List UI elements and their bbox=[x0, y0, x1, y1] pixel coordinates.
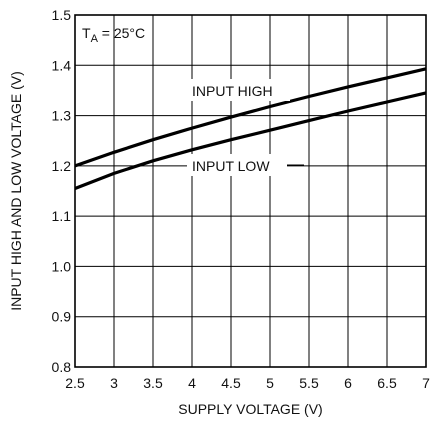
y-tick-label: 0.9 bbox=[52, 309, 72, 325]
y-tick-label: 1.3 bbox=[52, 108, 72, 124]
x-tick-label: 3.5 bbox=[143, 375, 163, 391]
x-tick-label: 6.5 bbox=[377, 375, 397, 391]
series-line-input-high bbox=[74, 67, 427, 168]
x-tick-label: 2.5 bbox=[65, 375, 85, 391]
x-tick-label: 3 bbox=[110, 375, 118, 391]
x-tick-label: 5 bbox=[266, 375, 274, 391]
x-tick-label: 4 bbox=[188, 375, 196, 391]
series-lines bbox=[74, 67, 427, 190]
x-axis-title: SUPPLY VOLTAGE (V) bbox=[178, 401, 322, 417]
x-tick-label: 4.5 bbox=[221, 375, 241, 391]
condition-value: = 25°C bbox=[98, 25, 145, 41]
temperature-condition: TA = 25°C bbox=[82, 25, 145, 45]
y-tick-label: 1.1 bbox=[52, 208, 72, 224]
x-tick-labels: 2.5 3 3.5 4 4.5 5 5.5 6 6.5 7 bbox=[65, 375, 430, 391]
y-tick-label: 0.8 bbox=[52, 359, 72, 375]
y-tick-label: 1.2 bbox=[52, 158, 72, 174]
y-tick-label: 1.5 bbox=[52, 7, 72, 23]
x-tick-label: 7 bbox=[422, 375, 430, 391]
input-low-label-bg bbox=[187, 154, 287, 176]
x-tick-label: 6 bbox=[344, 375, 352, 391]
y-tick-labels: 0.8 0.9 1.0 1.1 1.2 1.3 1.4 1.5 bbox=[52, 7, 72, 375]
y-tick-label: 1.0 bbox=[52, 258, 72, 274]
y-axis-title: INPUT HIGH AND LOW VOLTAGE (V) bbox=[8, 71, 24, 311]
y-tick-label: 1.4 bbox=[52, 57, 72, 73]
series-line-input-low bbox=[74, 91, 427, 190]
grid-lines bbox=[74, 14, 427, 368]
input-high-label: INPUT HIGH bbox=[192, 83, 273, 99]
input-low-label: INPUT LOW bbox=[192, 158, 270, 174]
plot-frame bbox=[74, 14, 427, 368]
series-labels: INPUT HIGH INPUT LOW bbox=[187, 79, 304, 176]
condition-subscript: A bbox=[91, 33, 99, 45]
input-high-label-bg bbox=[190, 79, 290, 101]
condition-symbol: T bbox=[82, 25, 91, 41]
x-tick-label: 5.5 bbox=[299, 375, 319, 391]
